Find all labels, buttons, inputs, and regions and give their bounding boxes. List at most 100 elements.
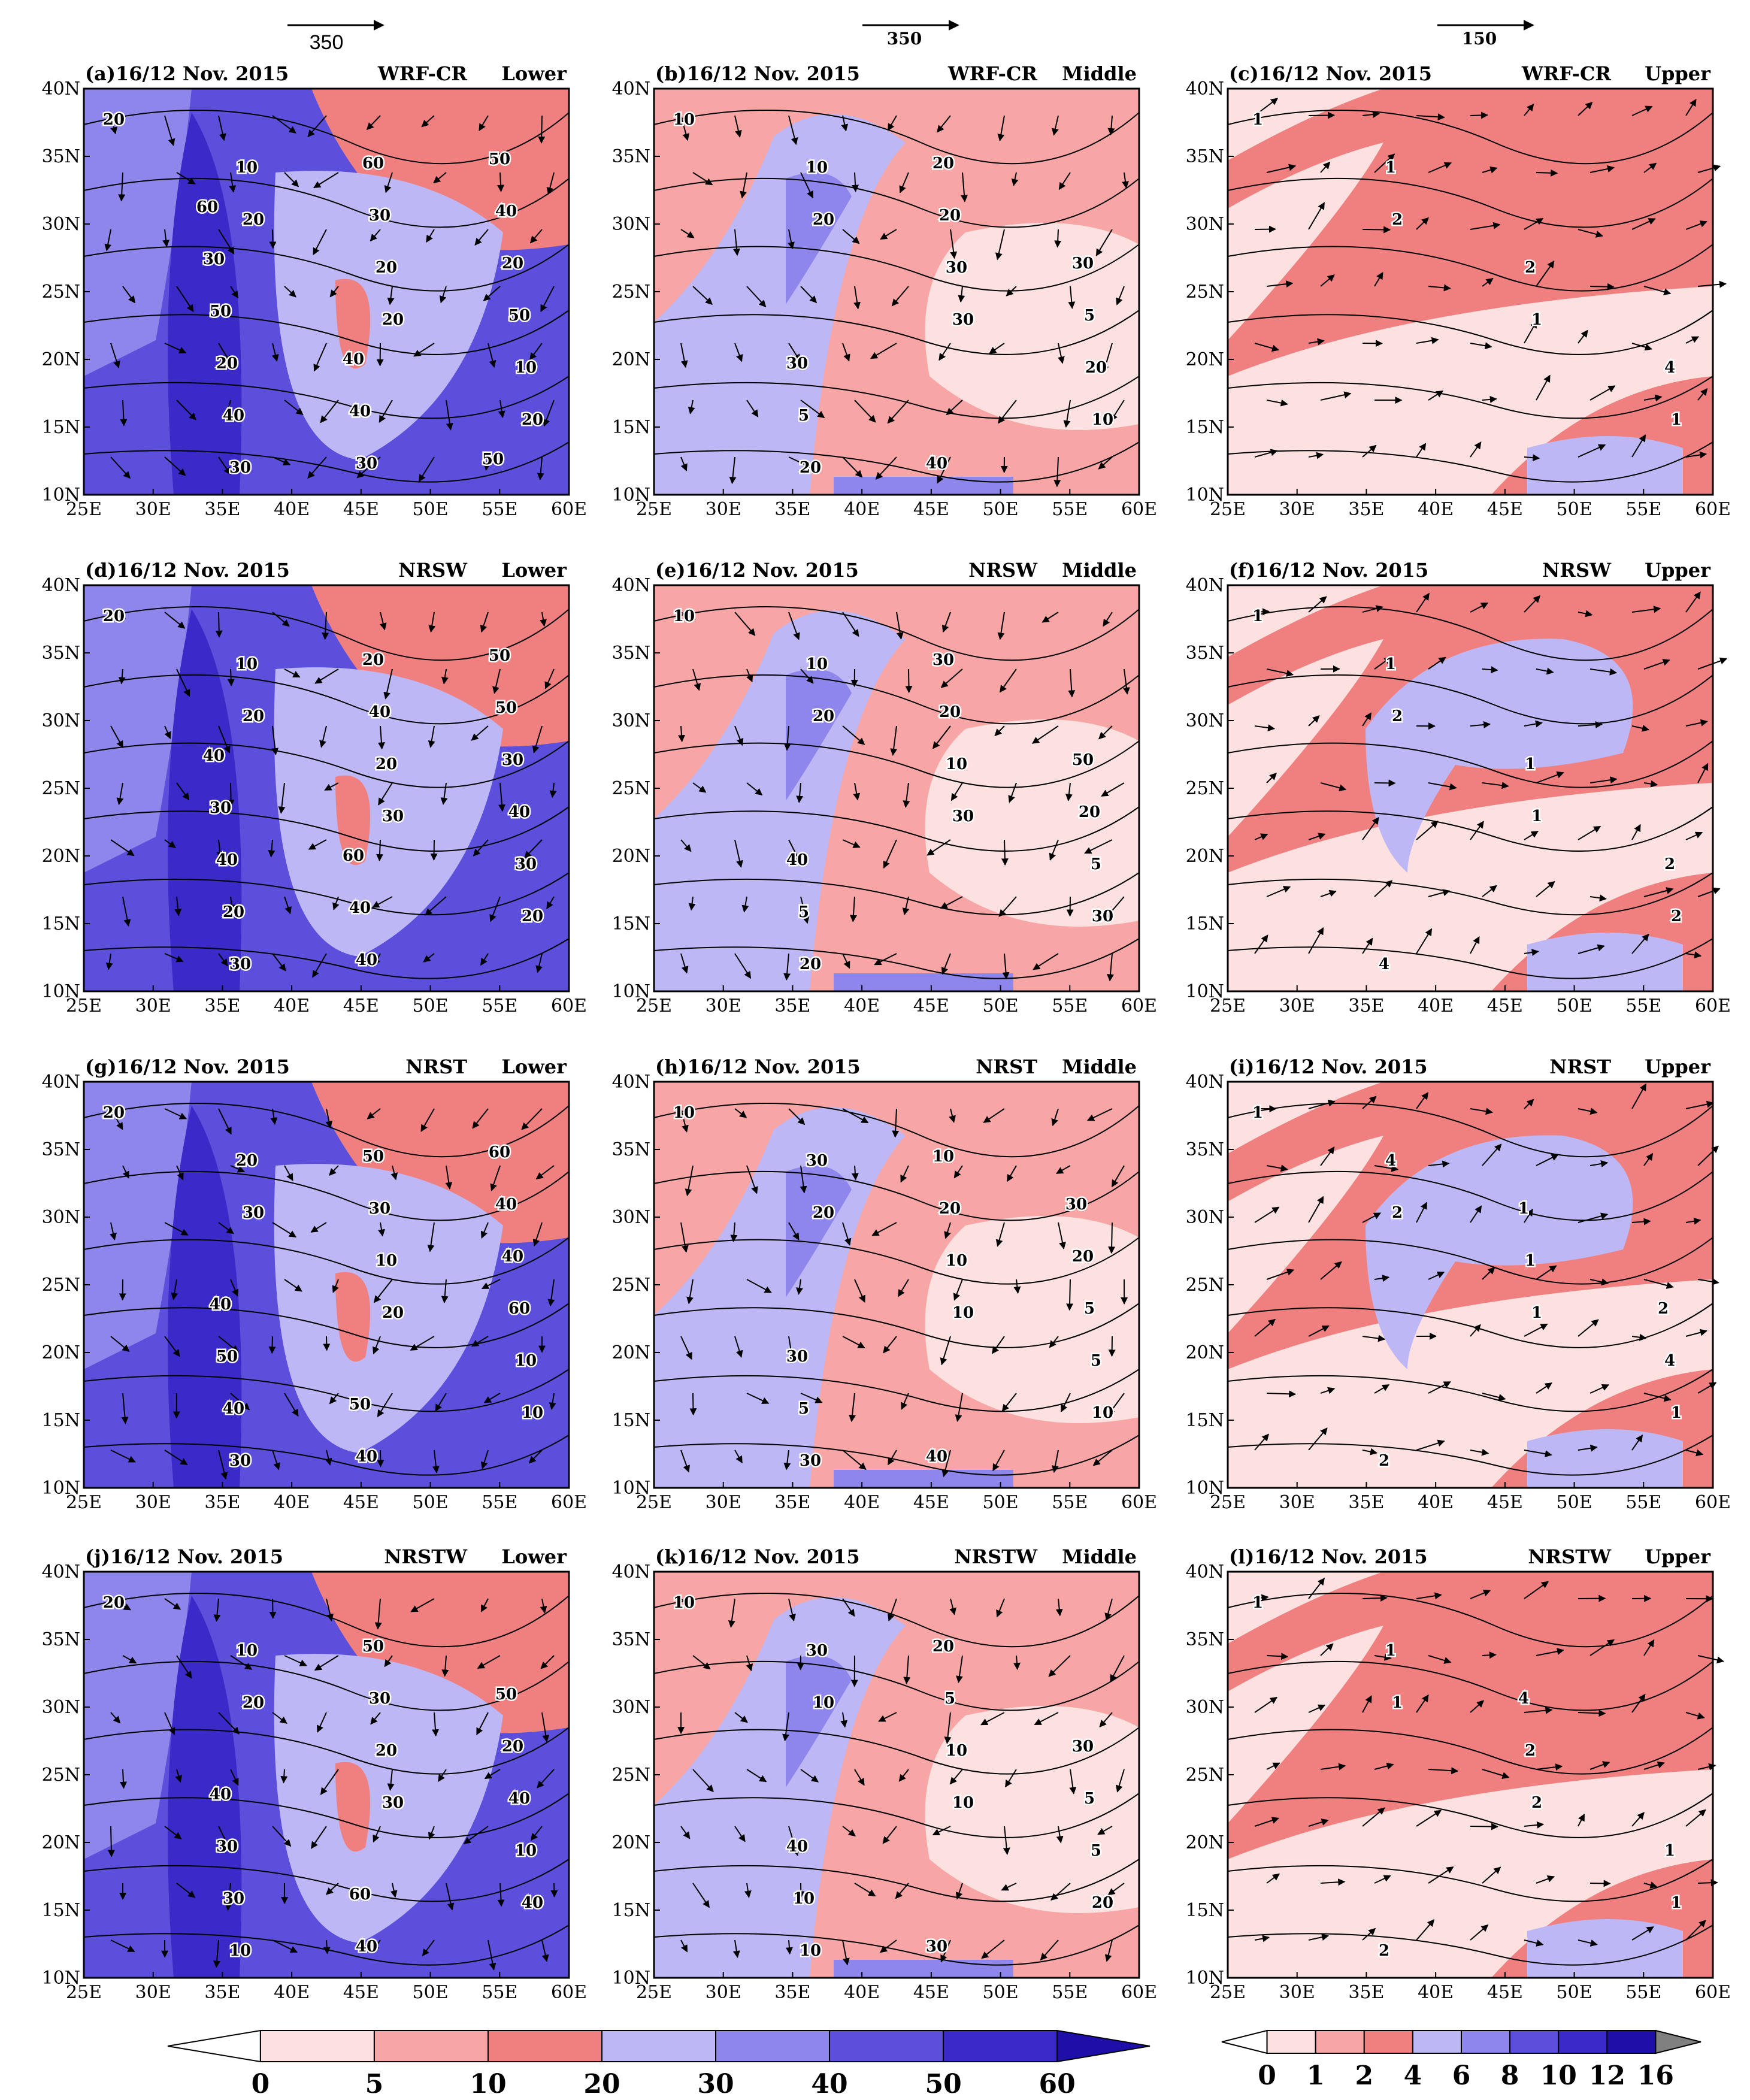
contour-label: 30 <box>382 807 404 825</box>
reference-vector-2: 350 <box>862 20 959 49</box>
wind-vector <box>1362 1927 1376 1941</box>
panel-model: WRF-CR <box>947 62 1038 85</box>
wind-vector <box>980 1712 1005 1726</box>
wind-vector <box>1048 1655 1071 1677</box>
wind-vector <box>1362 816 1379 840</box>
wind-vector <box>1266 1873 1280 1884</box>
x-tick-label: 45E <box>913 1492 949 1513</box>
wind-vector <box>783 725 791 751</box>
contour-label: 20 <box>103 607 125 625</box>
contour-line <box>653 1593 1140 1648</box>
wind-vector <box>284 896 292 915</box>
wind-vector <box>1482 166 1498 174</box>
colorbar-label: 20 <box>583 2069 620 2099</box>
wind-vector <box>899 172 909 193</box>
wind-vector <box>1685 451 1707 459</box>
contour-label: 50 <box>1072 751 1094 769</box>
wind-vector <box>1006 286 1017 296</box>
wind-vector <box>332 1279 339 1293</box>
wind-vector <box>1084 839 1113 854</box>
y-tick-label: 30N <box>42 1697 80 1718</box>
colorbar-block <box>487 2030 602 2062</box>
wind-vector <box>878 1712 897 1722</box>
x-tick-label: 45E <box>913 995 949 1016</box>
wind-vectors <box>1254 98 1727 462</box>
wind-vector <box>842 725 865 745</box>
contour-labels: 1 1 2 1 1 2 1 2 4 <box>1251 1593 1683 1962</box>
wind-vector <box>446 400 453 431</box>
wind-vector <box>176 172 196 184</box>
wind-vector <box>356 456 381 479</box>
contour-labels: 10 20 30 30 10 10 5 20 20 20 5 30 50 40 <box>671 606 1115 975</box>
colorbar-block <box>259 2030 375 2062</box>
wind-vector <box>440 782 448 805</box>
y-tick-label: 30N <box>1186 214 1224 235</box>
wind-vector <box>1578 1108 1598 1115</box>
wind-vector <box>272 1450 280 1470</box>
wind-vector <box>1643 1639 1655 1656</box>
wind-vector <box>1416 1919 1435 1941</box>
contour-label: 50 <box>349 1396 371 1414</box>
contour-label: 10 <box>952 1794 974 1812</box>
x-tick-label: 35E <box>774 1492 810 1513</box>
y-tick-label: 25N <box>612 1275 650 1296</box>
wind-vector <box>422 1939 435 1957</box>
wind-vector <box>480 612 489 633</box>
wind-vector <box>218 1712 240 1735</box>
contour-label: 2 <box>1525 259 1536 277</box>
contour-label: 60 <box>196 198 218 216</box>
wind-vector <box>1003 1826 1010 1855</box>
x-tick-label: 45E <box>343 499 379 520</box>
wind-vector <box>498 400 505 419</box>
colorbar-label: 5 <box>365 2069 384 2099</box>
contour-label: 30 <box>952 807 974 825</box>
wind-vector <box>1320 782 1347 792</box>
wind-vector <box>1308 338 1325 346</box>
contour-label: 30 <box>369 1690 390 1708</box>
wind-vectors <box>1254 1578 1724 1947</box>
contour-line <box>653 376 1140 419</box>
contour-label: 2 <box>1392 1204 1403 1222</box>
wind-vector <box>1536 1648 1564 1656</box>
panel-title: (j)16/12 Nov. 2015 <box>85 1545 283 1568</box>
wind-vector <box>164 343 187 354</box>
wind-vector <box>733 229 740 256</box>
y-axis-ticks: 40N 35N 30N 25N 20N 15N 10N <box>612 575 660 1002</box>
contour-label: 30 <box>1065 1196 1087 1214</box>
wind-vector <box>849 896 857 922</box>
wind-vector <box>312 953 327 978</box>
wind-vector <box>1362 1212 1382 1223</box>
wind-vector <box>1051 1108 1059 1127</box>
wind-vector <box>1578 944 1605 954</box>
wind-vector <box>901 1393 909 1410</box>
x-axis-ticks: 25E 30E 35E 40E 45E 50E 55E 60E <box>1210 1482 1731 1513</box>
wind-vector <box>994 725 1005 737</box>
wind-vector <box>164 1826 182 1839</box>
wind-vector <box>887 400 909 424</box>
wind-vector <box>118 668 126 685</box>
wind-vector <box>1428 162 1452 173</box>
y-tick-label: 10N <box>42 1968 80 1989</box>
contour-label: 1 <box>1385 1642 1396 1660</box>
wind-vector <box>1008 782 1017 803</box>
contour-label: 50 <box>489 647 510 665</box>
wind-vector <box>218 725 231 754</box>
wind-vector <box>1482 885 1497 897</box>
wind-vector <box>1578 825 1601 840</box>
x-tick-label: 30E <box>706 1492 741 1513</box>
wind-vector <box>1416 1439 1445 1451</box>
x-tick-label: 35E <box>1348 1492 1384 1513</box>
contour-label: 30 <box>369 1200 390 1218</box>
contour-label: 10 <box>522 1404 543 1422</box>
wind-vector <box>1578 444 1606 458</box>
wind-vector <box>319 725 327 748</box>
wind-vector <box>1631 1435 1643 1451</box>
wind-vector <box>1685 336 1700 344</box>
contour-line <box>83 1793 570 1838</box>
panel-level: Middle <box>1062 62 1137 85</box>
contour-line <box>653 938 1140 979</box>
contour-label: 30 <box>369 207 390 225</box>
contour-label: 60 <box>362 155 384 173</box>
wind-vector <box>122 1165 129 1179</box>
contour-label: 60 <box>489 1143 510 1161</box>
